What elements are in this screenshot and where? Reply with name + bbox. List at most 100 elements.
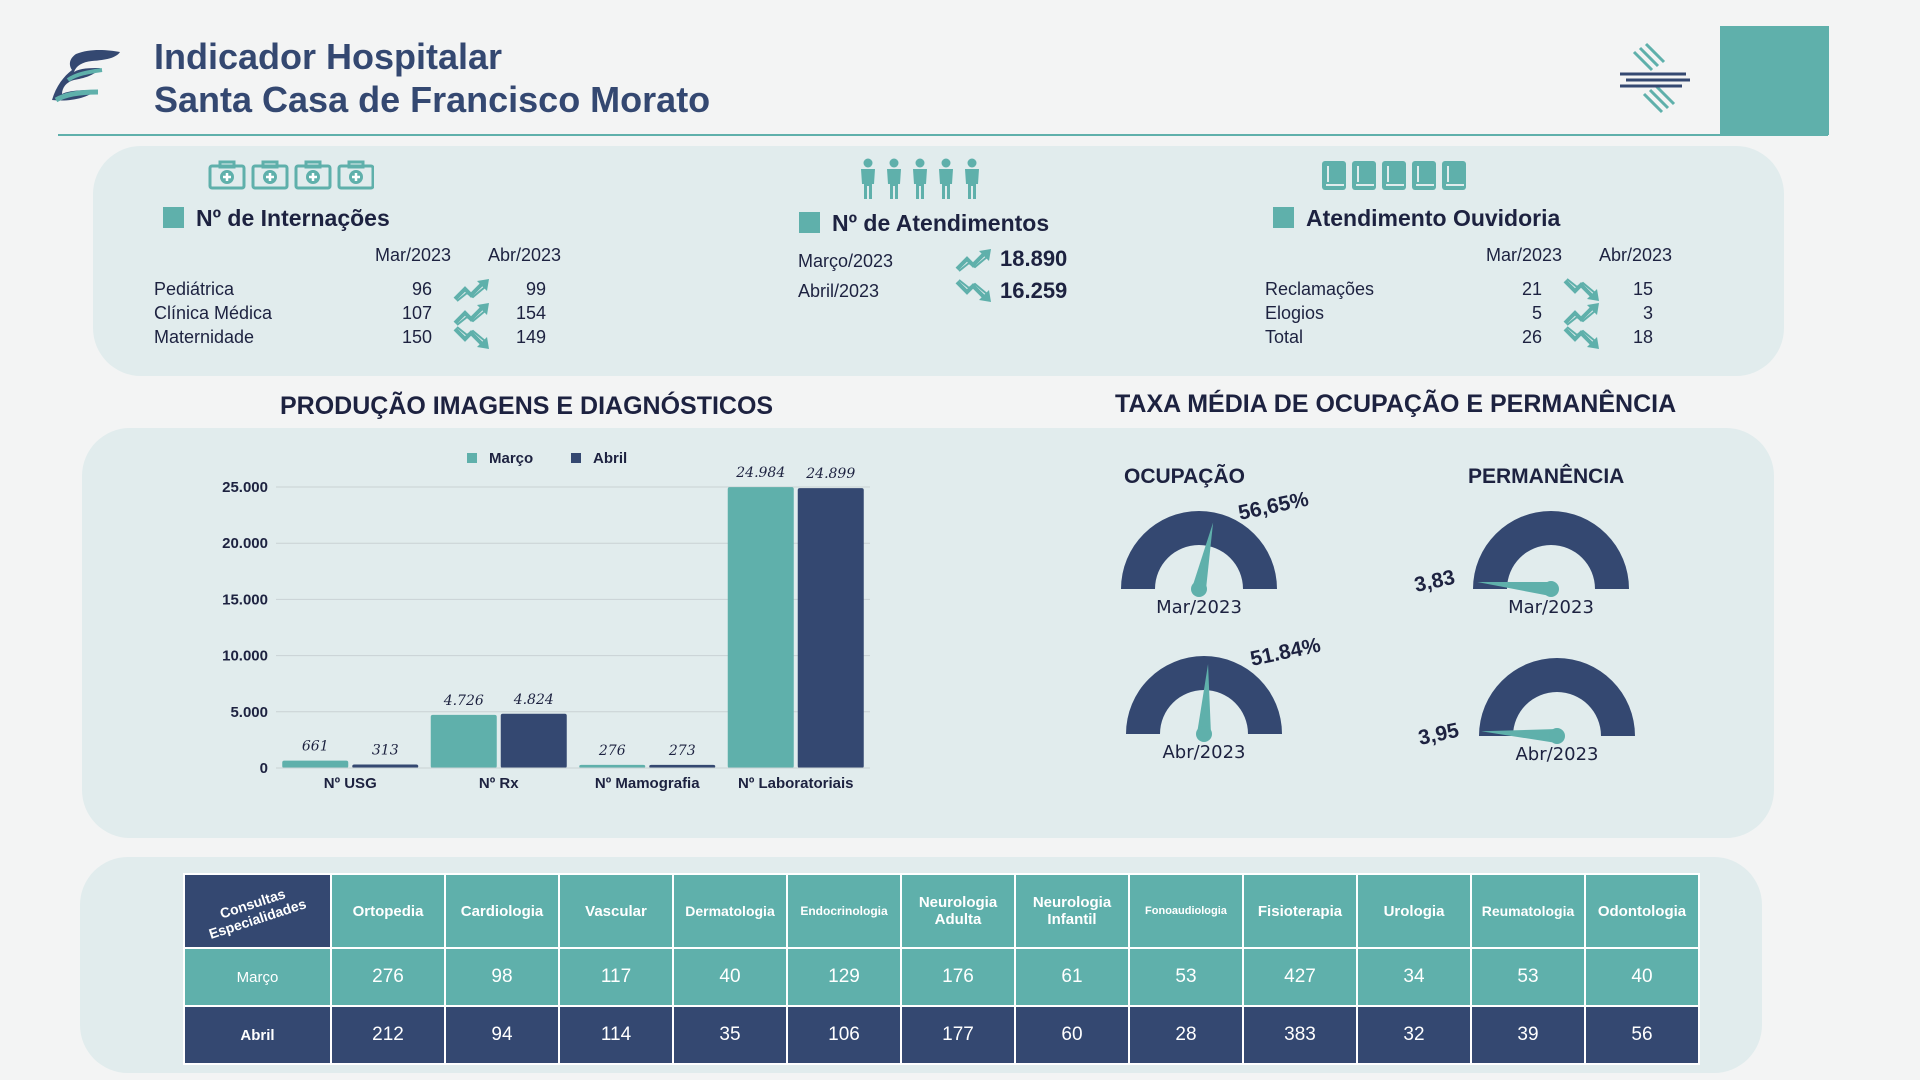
legend-square	[163, 207, 184, 228]
ouvidoria-row-mar: 21	[1521, 279, 1542, 299]
table-cell: 383	[1242, 1005, 1358, 1065]
gauge-value: 51.84%	[1248, 634, 1323, 671]
hospital-logo-icon	[52, 50, 120, 103]
gauge-hub	[1549, 728, 1565, 744]
trend-down-icon	[453, 326, 489, 349]
bar	[282, 760, 349, 768]
table-cell: 35	[672, 1005, 788, 1065]
data-label: 273	[668, 743, 696, 759]
table-cell: 212	[330, 1005, 446, 1065]
gauge-needle	[1477, 582, 1552, 596]
row-label: Abril	[183, 1005, 332, 1065]
table-cell: 176	[900, 947, 1016, 1007]
gauge-needle	[1192, 522, 1214, 591]
data-label: 661	[302, 739, 329, 755]
trend-up-icon	[1563, 303, 1599, 326]
corner-label: Consultas Especialidades	[206, 885, 309, 942]
table-cell: 40	[1584, 947, 1700, 1007]
bar	[352, 764, 419, 768]
trend-up-icon	[955, 249, 991, 272]
table-row: Março 276 98 117 40 129 176 61 53 427 34…	[183, 947, 1700, 1007]
table-header: Reumatologia	[1470, 873, 1586, 949]
table-corner-cell: Consultas Especialidades	[183, 873, 332, 949]
taxa-chart-title: TAXA MÉDIA DE OCUPAÇÃO E PERMANÊNCIA	[1115, 390, 1677, 418]
table-cell: 32	[1356, 1005, 1472, 1065]
legend-swatch	[467, 453, 477, 463]
gauge-arc	[1121, 511, 1277, 589]
gauge-value: 3,83	[1412, 566, 1457, 597]
bar	[430, 714, 497, 768]
table-cell: 129	[786, 947, 902, 1007]
producao-chart-title: PRODUÇÃO IMAGENS E DIAGNÓSTICOS	[280, 392, 774, 420]
header-divider	[58, 134, 1828, 136]
table-cell: 177	[900, 1005, 1016, 1065]
y-tick-label: 25.000	[222, 479, 268, 496]
y-tick-label: 15.000	[222, 591, 268, 608]
bar	[649, 764, 716, 768]
atendimentos-title-text: Nº de Atendimentos	[832, 210, 1050, 236]
table-cell: 34	[1356, 947, 1472, 1007]
internacoes-row-abr: 99	[525, 279, 546, 299]
header: Indicador Hospitalar Santa Casa de Franc…	[0, 0, 1920, 140]
data-label: 4.824	[513, 692, 554, 708]
ouvidoria-row-label: Reclamações	[1265, 279, 1375, 299]
internacoes-row-abr: 149	[515, 327, 546, 347]
table-header: Fonoaudiologia	[1128, 873, 1244, 949]
data-label: 24.984	[735, 465, 785, 481]
bar	[500, 713, 567, 768]
table-header: Dermatologia	[672, 873, 788, 949]
legend-square	[1273, 207, 1294, 228]
legend-label: Março	[489, 450, 533, 467]
gauge-hub	[1191, 581, 1207, 597]
x-tick-label: Nº Mamografia	[595, 775, 700, 792]
gauge-value: 56,65%	[1236, 488, 1311, 525]
table-cell: 276	[330, 947, 446, 1007]
table-header: Ortopedia	[330, 873, 446, 949]
y-tick-label: 5.000	[230, 704, 268, 721]
permanencia-title: PERMANÊNCIA	[1468, 465, 1625, 488]
trend-down-icon	[1563, 326, 1599, 349]
data-label: 24.899	[805, 466, 855, 482]
gauge-label: Mar/2023	[1156, 597, 1242, 618]
x-tick-label: Nº Laboratoriais	[738, 775, 854, 792]
gauge-value: 3,95	[1416, 719, 1461, 750]
table-header: Fisioterapia	[1242, 873, 1358, 949]
internacoes-col-mar: Mar/2023	[375, 245, 452, 265]
table-header: Neurologia Adulta	[900, 873, 1016, 949]
gauges-area: 56,65% Mar/2023 51.84% Abr/2023 3,83 Mar/2023…	[1121, 488, 1635, 765]
atendimentos-row-label: Março/2023	[798, 251, 894, 271]
books-icon	[1322, 161, 1466, 190]
table-cell: 39	[1470, 1005, 1586, 1065]
table-header: Neurologia Infantil	[1014, 873, 1130, 949]
gauge-needle	[1197, 664, 1211, 735]
atendimentos-row-label: Abril/2023	[798, 281, 880, 301]
table-cell: 28	[1128, 1005, 1244, 1065]
ouvidoria-row-abr: 3	[1642, 303, 1653, 323]
table-cell: 427	[1242, 947, 1358, 1007]
table-cell: 60	[1014, 1005, 1130, 1065]
internacoes-title: Nº de Internações	[163, 205, 390, 232]
page-subtitle: Santa Casa de Francisco Morato	[154, 79, 711, 120]
y-tick-label: 20.000	[222, 535, 268, 552]
ouvidoria-col-abr: Abr/2023	[1599, 245, 1673, 265]
internacoes-row-label: Clínica Médica	[154, 303, 273, 323]
atendimentos-row-value: 16.259	[1000, 278, 1068, 303]
table-cell: 53	[1470, 947, 1586, 1007]
table-cell: 40	[672, 947, 788, 1007]
bar	[727, 487, 794, 768]
table-header-row: Consultas Especialidades Ortopedia Cardi…	[183, 873, 1700, 949]
table-cell: 94	[444, 1005, 560, 1065]
ouvidoria-row-mar: 26	[1521, 327, 1542, 347]
bar	[579, 764, 646, 768]
gauge-hub	[1543, 581, 1559, 597]
table-header: Endocrinologia	[786, 873, 902, 949]
gauge-arc	[1126, 656, 1282, 734]
consultas-table: Consultas Especialidades Ortopedia Cardi…	[183, 873, 1700, 1065]
charts-panel	[82, 428, 1774, 838]
table-header: Urologia	[1356, 873, 1472, 949]
internacoes-row-label: Pediátrica	[154, 279, 235, 299]
table-cell: 53	[1128, 947, 1244, 1007]
santa-casa-logo-icon	[1620, 42, 1690, 114]
gauge-needle	[1481, 729, 1558, 743]
legend-square	[799, 212, 820, 233]
